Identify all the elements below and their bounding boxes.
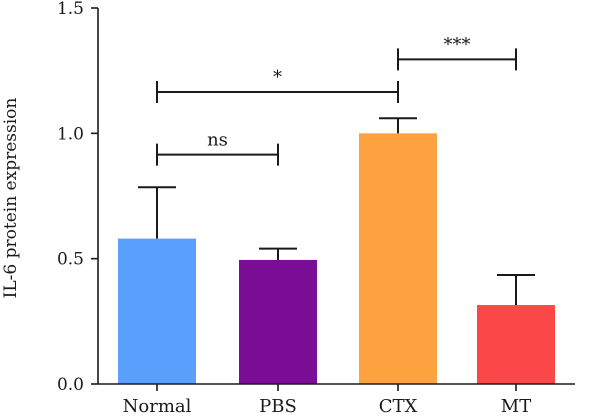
y-tick-label: 1.5 — [57, 0, 84, 19]
significance-label: *** — [444, 34, 471, 55]
y-tick-label: 1.0 — [57, 124, 84, 144]
x-tick-label-ctx: CTX — [379, 396, 418, 413]
significance-layer: ns**** — [156, 34, 517, 166]
y-axis-label: IL-6 protein expression — [1, 98, 21, 299]
x-tick-label-mt: MT — [501, 396, 531, 413]
significance-label: * — [273, 67, 282, 88]
significance-label: ns — [207, 130, 228, 151]
bar-normal — [118, 238, 196, 384]
bar-ctx — [359, 133, 437, 384]
y-tick-label: 0.5 — [57, 250, 84, 270]
axes-layer: 0.0 0.5 1.0 1.5 Normal PBS CTX MT — [57, 0, 575, 417]
bars-layer — [118, 133, 555, 384]
error-bars-layer — [138, 117, 535, 306]
bar-pbs — [239, 259, 317, 384]
bar-mt — [477, 305, 555, 384]
x-tick-label-pbs: PBS — [259, 396, 297, 413]
x-tick-label-normal: Normal — [123, 396, 192, 413]
y-tick-label: 0.0 — [57, 375, 84, 395]
